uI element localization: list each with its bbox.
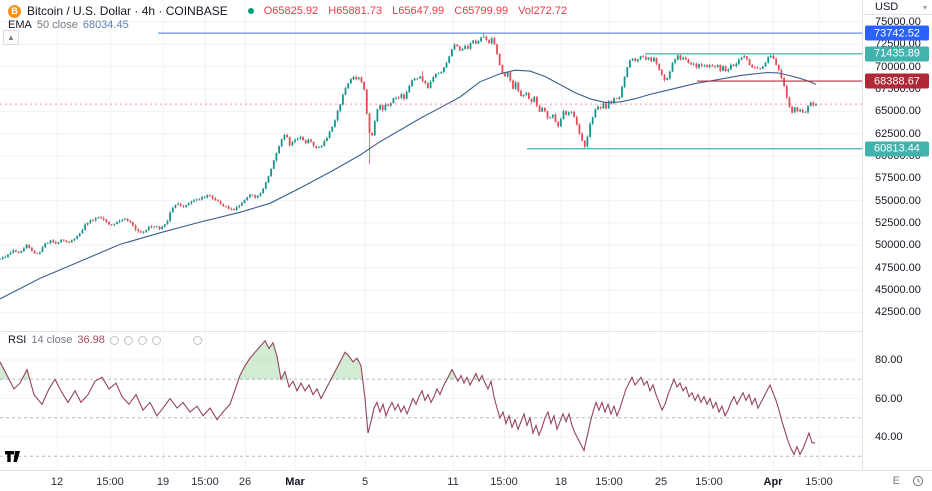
extended-hours-button[interactable]: E (892, 475, 900, 487)
time-tick: Apr (763, 476, 783, 488)
eye-icon[interactable] (109, 335, 119, 345)
price-tick: 42500.00 (875, 306, 921, 319)
price-tick: 45000.00 (875, 283, 921, 296)
rsi-value: 36.98 (77, 334, 105, 346)
time-tick: 15:00 (191, 476, 219, 488)
time-tick: Mar (285, 476, 305, 488)
maximize-pane-icon[interactable] (192, 335, 202, 345)
price-tick: 62500.00 (875, 127, 921, 140)
ema-params: 50 close (36, 19, 78, 31)
currency-label: USD (875, 1, 899, 13)
time-tick: 18 (554, 476, 568, 488)
rsi-indicator-legend[interactable]: RSI 14 close 36.98 (8, 334, 202, 346)
time-tick: 25 (654, 476, 668, 488)
clock-icon[interactable] (912, 475, 924, 487)
more-options-icon[interactable] (151, 335, 161, 345)
price-tick: 75000.00 (875, 16, 921, 28)
time-tick: 15:00 (805, 476, 833, 488)
price-tick: 52500.00 (875, 216, 921, 229)
pane-divider[interactable] (0, 331, 932, 332)
time-tick: 11 (447, 476, 459, 488)
symbol-header: B Bitcoin / U.S. Dollar · 4h · COINBASE … (8, 4, 567, 18)
candle-wicks-down (15, 35, 814, 254)
price-level-badge: 60813.44 (865, 141, 929, 157)
ohlc-values: O65825.92 H65881.73 L65647.99 C65799.99 … (263, 5, 568, 17)
price-tick: 70000.00 (875, 60, 921, 73)
tradingview-logo[interactable] (4, 450, 21, 463)
delete-icon[interactable] (137, 335, 147, 345)
rsi-line[interactable] (0, 339, 815, 456)
currency-selector[interactable]: USD ▾ (863, 0, 932, 15)
price-tick: 57500.00 (875, 172, 921, 185)
price-tick: 47500.00 (875, 261, 921, 274)
price-level-badge: 68388.67 (865, 73, 929, 89)
price-level-badge: 71435.89 (865, 46, 929, 62)
time-tick: 12 (50, 476, 64, 488)
time-tick: 15:00 (490, 476, 518, 488)
rsi-overbought-fill (0, 341, 815, 380)
rsi-tick: 60.00 (875, 392, 903, 405)
settings-icon[interactable] (123, 335, 133, 345)
price-tick: 55000.00 (875, 194, 921, 207)
time-axis[interactable]: 12 15:00 19 15:00 26 Mar 5 11 15:00 18 15:00 25 15:0… (0, 470, 932, 491)
time-tick: 15:00 (595, 476, 623, 488)
legend-collapse-button[interactable]: ▲ (3, 30, 19, 45)
bitcoin-icon: B (8, 4, 21, 18)
market-status-dot (247, 8, 254, 14)
rsi-tick: 80.00 (875, 354, 903, 366)
candle-bodies-down (15, 36, 815, 254)
time-tick: 26 (238, 476, 252, 488)
rsi-tick: 40.00 (875, 431, 903, 443)
price-scale[interactable]: USD ▾ 75000.00 72500.00 70000.00 67500.00 65… (862, 0, 932, 470)
candle-wicks-up (0, 33, 817, 260)
chevron-down-icon: ▾ (922, 2, 927, 12)
ema-indicator-legend[interactable]: EMA 50 close 68034.45 (8, 19, 129, 31)
price-level-badge: 73742.52 (865, 25, 929, 41)
price-tick: 50000.00 (875, 239, 921, 252)
ema-line[interactable] (0, 69, 817, 300)
time-tick: 19 (156, 476, 170, 488)
price-tick: 65000.00 (875, 105, 921, 118)
time-tick: 5 (361, 476, 369, 488)
rsi-name: RSI (8, 334, 27, 346)
time-tick: 15:00 (695, 476, 723, 488)
ema-value: 68034.45 (82, 19, 129, 31)
symbol-title[interactable]: Bitcoin / U.S. Dollar · 4h · COINBASE (27, 4, 228, 18)
ema-name: EMA (8, 19, 32, 31)
time-tick: 15:00 (96, 476, 124, 488)
rsi-params: 14 close (31, 334, 73, 346)
